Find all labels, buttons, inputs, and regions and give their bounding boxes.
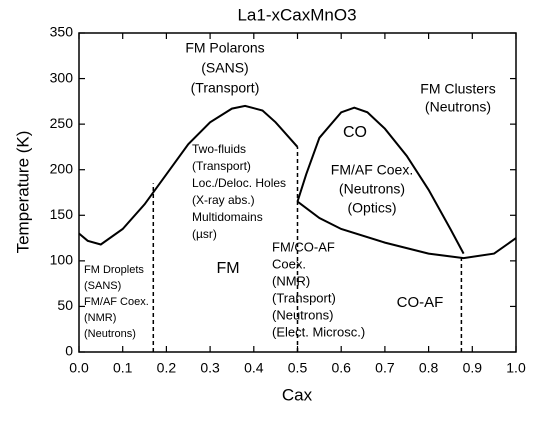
annotation: Loc./Deloc. Holes <box>192 176 286 190</box>
annotation: (Neutrons) <box>339 181 405 197</box>
x-tick-label: 0.1 <box>113 360 133 376</box>
phase-boundary <box>78 104 299 246</box>
x-tick-label: 0.9 <box>463 360 483 376</box>
annotation: (Neutrons) <box>272 307 333 322</box>
phase-boundary <box>296 200 517 260</box>
x-tick-label: 1.0 <box>506 360 526 376</box>
y-tick-label: 300 <box>50 69 74 85</box>
y-tick-label: 200 <box>50 160 74 176</box>
annotation: (Neutrons) <box>425 99 491 115</box>
annotation: FM/AF Coex. <box>84 296 149 308</box>
y-tick-label: 350 <box>50 24 74 40</box>
x-tick-label: 0.8 <box>419 360 439 376</box>
annotation: CO <box>343 124 367 141</box>
y-tick-label: 250 <box>50 115 74 131</box>
y-tick-label: 50 <box>57 297 73 313</box>
x-tick-label: 0.7 <box>375 360 395 376</box>
annotation: (Optics) <box>348 200 397 216</box>
annotation: (X-ray abs.) <box>192 193 255 207</box>
annotation: (NMR) <box>272 273 310 288</box>
x-tick-label: 0.3 <box>200 360 220 376</box>
annotation: Coex. <box>272 256 306 271</box>
chart-title: La1-xCaxMnO3 <box>237 5 356 24</box>
annotation: FM <box>216 260 239 277</box>
annotation: (SANS) <box>201 60 248 76</box>
annotation: (Transport) <box>191 80 260 96</box>
annotation: Two-fluids <box>192 142 246 156</box>
annotation: (SANS) <box>84 280 121 292</box>
x-tick-label: 0.2 <box>157 360 177 376</box>
x-tick-label: 0.4 <box>244 360 264 376</box>
y-tick-label: 0 <box>65 343 73 359</box>
annotation: FM/CO-AF <box>272 239 335 254</box>
y-tick-label: 150 <box>50 206 74 222</box>
annotation: FM/AF Coex. <box>331 162 413 178</box>
annotation: FM Clusters <box>420 81 495 97</box>
annotation: (NMR) <box>84 312 116 324</box>
annotation: (Transport) <box>272 290 336 305</box>
x-tick-label: 0.6 <box>331 360 351 376</box>
x-tick-label: 0.0 <box>69 360 89 376</box>
annotation: (Elect. Microsc.) <box>272 324 365 339</box>
phase-boundary <box>296 106 465 255</box>
annotation: CO-AF <box>397 294 444 311</box>
annotation: FM Droplets <box>84 264 144 276</box>
annotation: (Neutrons) <box>84 328 136 340</box>
x-tick-label: 0.5 <box>288 360 308 376</box>
x-axis-label: Cax <box>282 385 313 404</box>
annotation: (µsr) <box>192 227 217 241</box>
annotation: FM Polarons <box>185 40 264 56</box>
annotation: (Transport) <box>192 159 251 173</box>
y-tick-label: 100 <box>50 252 74 268</box>
annotation: Multidomains <box>192 210 263 224</box>
y-axis-label: Temperature (K) <box>13 131 32 254</box>
